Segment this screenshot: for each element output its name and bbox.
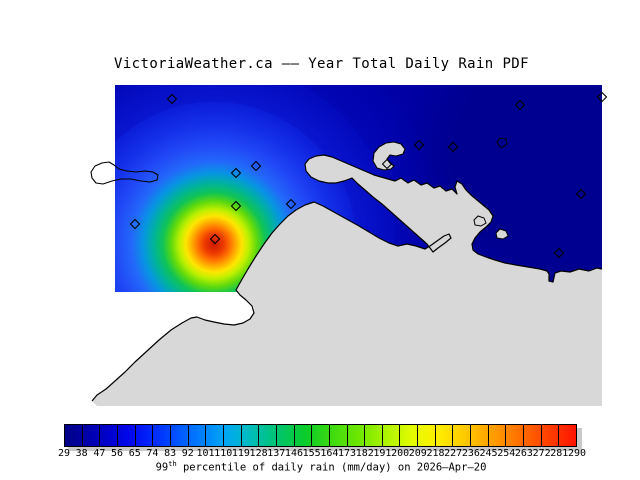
colorbar-cell	[365, 425, 383, 446]
station-marker	[166, 93, 178, 105]
station-marker	[230, 167, 242, 179]
plot-title: VictoriaWeather.ca —— Year Total Daily R…	[114, 56, 529, 72]
colorbar-tick-label: 83	[164, 448, 177, 459]
station-marker	[250, 160, 262, 172]
colorbar-tick-label: 119	[231, 448, 250, 459]
station-marker	[553, 247, 565, 259]
colorbar-cell	[242, 425, 260, 446]
rock-outline	[496, 137, 508, 148]
colorbar	[64, 424, 577, 447]
mainland-coastline	[91, 154, 603, 402]
colorbar-tick-label: 254	[497, 448, 516, 459]
colorbar-tick-labels: 29 38 47 56 65 74 83 92 101 110 119 128 137 146 155 164…	[58, 448, 586, 460]
colorbar-cell	[436, 425, 454, 446]
colorbar-cell	[506, 425, 525, 446]
colorbar-tick-label: 128	[249, 448, 268, 459]
colorbar-cells	[65, 425, 576, 446]
station-marker	[209, 233, 221, 245]
land-layer	[90, 137, 603, 406]
caption-superscript: th	[168, 460, 177, 468]
colorbar-cell	[224, 425, 242, 446]
colorbar-cell	[348, 425, 366, 446]
colorbar-tick-label: 272	[532, 448, 551, 459]
harbour-island	[372, 141, 406, 171]
colorbar-tick-label: 164	[320, 448, 339, 459]
colorbar-tick-label: 65	[128, 448, 141, 459]
colorbar-tick-label: 137	[267, 448, 286, 459]
colorbar-cell	[206, 425, 224, 446]
bay-islet-1	[473, 215, 487, 227]
colorbar-tick-label: 263	[514, 448, 533, 459]
station-marker	[596, 91, 608, 103]
station-marker	[230, 200, 242, 212]
colorbar-tick-label: 281	[550, 448, 569, 459]
colorbar-tick-label: 74	[146, 448, 159, 459]
colorbar-cell	[153, 425, 171, 446]
colorbar-tick-label: 47	[93, 448, 106, 459]
colorbar-cell	[542, 425, 560, 446]
colorbar-tick-label: 92	[181, 448, 194, 459]
colorbar-cell	[259, 425, 277, 446]
colorbar-cell	[118, 425, 136, 446]
colorbar-tick-label: 218	[426, 448, 445, 459]
mainland-fill	[92, 155, 602, 406]
station-marker	[447, 141, 459, 153]
colorbar-tick-label: 29	[57, 448, 71, 459]
colorbar-cell	[171, 425, 189, 446]
station-marker	[129, 218, 141, 230]
colorbar-cell	[559, 425, 576, 446]
colorbar-tick-label: 155	[302, 448, 321, 459]
colorbar-cell	[383, 425, 401, 446]
station-markers	[129, 91, 608, 259]
colorbar-cell	[65, 425, 83, 446]
caption-base: 99	[155, 461, 169, 474]
colorbar-tick-label: 245	[479, 448, 498, 459]
colorbar-cell	[189, 425, 207, 446]
colorbar-cell	[136, 425, 154, 446]
colorbar-tick-label: 209	[408, 448, 427, 459]
colorbar-tick-label: 227	[444, 448, 463, 459]
colorbar-tick-label: 146	[284, 448, 303, 459]
colorbar-cell	[453, 425, 472, 446]
colorbar-cell	[524, 425, 542, 446]
colorbar-tick-label: 101	[196, 448, 215, 459]
colorbar-tick-label: 290	[567, 448, 587, 459]
station-marker	[381, 158, 393, 170]
colorbar-tick-label: 110	[214, 448, 233, 459]
colorbar-tick-label: 200	[391, 448, 410, 459]
station-marker	[413, 139, 425, 151]
colorbar-cell	[471, 425, 489, 446]
colorbar-cell	[277, 425, 295, 446]
colorbar-tick-label: 56	[111, 448, 124, 459]
colorbar-tick-label: 182	[355, 448, 374, 459]
bay-islet-2	[495, 228, 509, 240]
colorbar-cell	[489, 425, 507, 446]
colorbar-cell	[400, 425, 419, 446]
colorbar-tick-label: 173	[338, 448, 357, 459]
station-marker	[285, 198, 297, 210]
colorbar-cell	[100, 425, 118, 446]
station-marker	[514, 99, 526, 111]
colorbar-tick-label: 38	[75, 448, 88, 459]
spit-outline	[90, 161, 159, 185]
colorbar-caption: 99th percentile of daily rain (mm/day) o…	[156, 460, 487, 474]
colorbar-cell	[83, 425, 101, 446]
colorbar-tick-label: 236	[461, 448, 480, 459]
colorbar-tick-label: 191	[373, 448, 392, 459]
colorbar-cell	[418, 425, 436, 446]
colorbar-cell	[330, 425, 348, 446]
colorbar-cell	[312, 425, 330, 446]
caption-rest: percentile of daily rain (mm/day) on 202…	[176, 461, 487, 474]
colorbar-cell	[295, 425, 313, 446]
station-marker	[575, 188, 587, 200]
